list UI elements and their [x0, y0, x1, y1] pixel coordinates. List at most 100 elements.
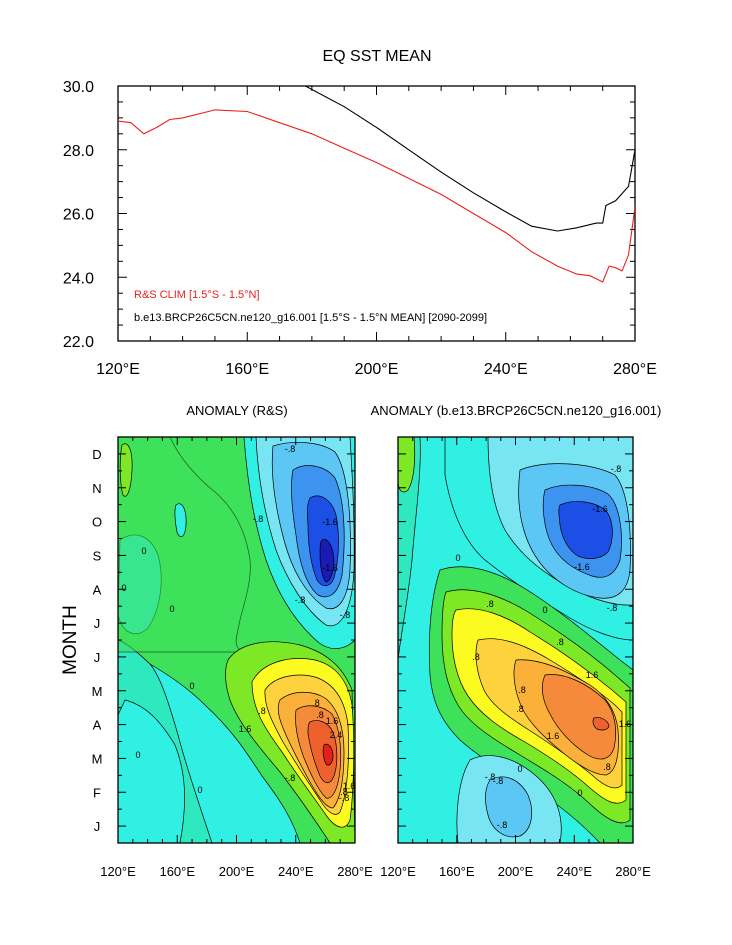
- month-tick-label: M: [92, 684, 103, 699]
- contour-label: 1.6: [586, 670, 599, 680]
- lon-tick-label: 160°E: [159, 864, 195, 879]
- x-tick-label: 120°E: [96, 361, 140, 378]
- contour-label: 1.6: [547, 731, 560, 741]
- month-tick-label: S: [93, 548, 102, 563]
- month-tick-label: O: [92, 515, 102, 530]
- contour-label: 0: [169, 604, 174, 614]
- contour-label: -1.6: [322, 517, 338, 527]
- month-tick-label: M: [92, 751, 103, 766]
- x-tick-label: 240°E: [484, 361, 528, 378]
- month-tick-label: J: [94, 650, 101, 665]
- panel-a-region-warm-7: [322, 743, 334, 766]
- contour-label: 0: [517, 764, 522, 774]
- month-tick-label: A: [93, 718, 102, 733]
- contour-label: 0: [455, 553, 460, 563]
- lon-tick-label: 280°E: [615, 864, 651, 879]
- contour-label: -.8: [607, 603, 618, 613]
- panel-a-region-small-1: [119, 443, 133, 497]
- panel-a-region-cyan-lower: [118, 699, 185, 843]
- y-tick-label: 28.0: [63, 143, 94, 160]
- panel-b-title: ANOMALY (b.e13.BRCP26C5CN.ne120_g16.001): [371, 403, 662, 418]
- lon-tick-label: 240°E: [556, 864, 592, 879]
- contour-label: 0: [141, 546, 146, 556]
- y-tick-label: 26.0: [63, 207, 94, 224]
- month-tick-label: F: [93, 785, 101, 800]
- contour-label: 0: [189, 681, 194, 691]
- panel-a-region-small-2: [174, 503, 187, 538]
- contour-label: -.8: [497, 820, 508, 830]
- contour-label: -.8: [340, 610, 351, 620]
- contour-label: .8: [486, 599, 494, 609]
- panel-b-region-green-west: [398, 437, 421, 661]
- panel-a-contour-labels: -.8-.8-.8-1.6-1.6-.8000000.8.81.61.62.4-…: [121, 444, 355, 803]
- contour-label: .8: [556, 637, 564, 647]
- contour-label: -.8: [285, 773, 296, 783]
- contour-label: 1.6: [326, 716, 339, 726]
- panel-b-contour-fill: [398, 437, 633, 843]
- line-chart-plot-area: [118, 86, 635, 283]
- x-tick-label: 280°E: [613, 361, 657, 378]
- lon-tick-label: 200°E: [219, 864, 255, 879]
- lon-tick-label: 160°E: [439, 864, 475, 879]
- contour-label: .8: [472, 652, 480, 662]
- panel-a-region-green-top: [118, 437, 251, 653]
- month-tick-label: N: [92, 481, 101, 496]
- y-tick-label: 24.0: [63, 270, 94, 287]
- contour-label: 1.6: [619, 719, 632, 729]
- lon-tick-label: 120°E: [100, 864, 136, 879]
- panel-a-region-warm-6: [307, 720, 338, 784]
- x-tick-label: 160°E: [225, 361, 269, 378]
- contour-label: .8: [340, 787, 348, 797]
- panel-a-region-cool-6: [319, 539, 335, 583]
- contour-label: .8: [518, 685, 526, 695]
- y-tick-label: 30.0: [63, 79, 94, 96]
- contour-label: .8: [316, 710, 324, 720]
- contour-label: .8: [516, 704, 524, 714]
- contour-label: .8: [258, 706, 266, 716]
- contour-label: 0: [542, 605, 547, 615]
- contour-label: 0: [577, 788, 582, 798]
- lon-tick-label: 240°E: [278, 864, 314, 879]
- month-tick-label: A: [93, 582, 102, 597]
- series-line-model-mean: [305, 86, 635, 232]
- panel-a-ticks: J F M A M J J A S O N D 120°E 160°E 200°E 240°E 280°E: [92, 437, 373, 879]
- panel-b-region-warm-6: [592, 717, 610, 731]
- line-chart-frame: [117, 85, 636, 342]
- contour-label: 2.4: [330, 730, 343, 740]
- contour-label: -.8: [485, 772, 496, 782]
- lon-tick-label: 280°E: [337, 864, 373, 879]
- x-tick-label: 200°E: [355, 361, 399, 378]
- panel-a-contour-fill: [118, 437, 355, 843]
- line-chart-title: EQ SST MEAN: [322, 48, 431, 65]
- contour-label: -1.6: [592, 504, 608, 514]
- lon-tick-label: 200°E: [498, 864, 534, 879]
- contour-label: -1.6: [574, 562, 590, 572]
- contour-label: 1.6: [343, 781, 356, 791]
- contour-label: -.8: [339, 793, 350, 803]
- month-tick-label: J: [94, 616, 101, 631]
- contour-label: -.8: [611, 464, 622, 474]
- contour-label: -.8: [253, 514, 264, 524]
- lon-tick-label: 120°E: [380, 864, 416, 879]
- contour-label: .8: [312, 698, 320, 708]
- month-tick-label: J: [94, 819, 101, 834]
- contour-label: 1.6: [239, 724, 252, 734]
- month-axis-label: MONTH: [60, 605, 81, 675]
- legend-entry-model: b.e13.BRCP26C5CN.ne120_g16.001 [1.5°S - …: [134, 312, 487, 324]
- series-line-rs-clim: [118, 109, 635, 283]
- panel-b-region-cool-5: [558, 501, 613, 559]
- panel-b-ticks: 120°E 160°E 200°E 240°E 280°E: [380, 437, 651, 879]
- month-tick-label: D: [92, 447, 101, 462]
- panel-b-contour-labels: -.8 -1.6 -1.6 -.8 -.8 0 0 0 .8 .8 .8 1.6 1.6 1.6 .8 .8 0…: [455, 464, 631, 830]
- contour-label: -.8: [285, 444, 296, 454]
- y-tick-label: 22.0: [63, 334, 94, 351]
- contour-label: -1.6: [322, 563, 338, 573]
- contour-label: .8: [603, 762, 611, 772]
- contour-label: 0: [197, 785, 202, 795]
- contour-label: -.8: [295, 595, 306, 605]
- line-chart-ticks: 120°E 160°E 200°E 240°E 280°E 22.0 24.0 26.0 28.…: [63, 79, 657, 378]
- panel-a-title: ANOMALY (R&S): [186, 403, 287, 418]
- contour-label: 0: [121, 583, 126, 593]
